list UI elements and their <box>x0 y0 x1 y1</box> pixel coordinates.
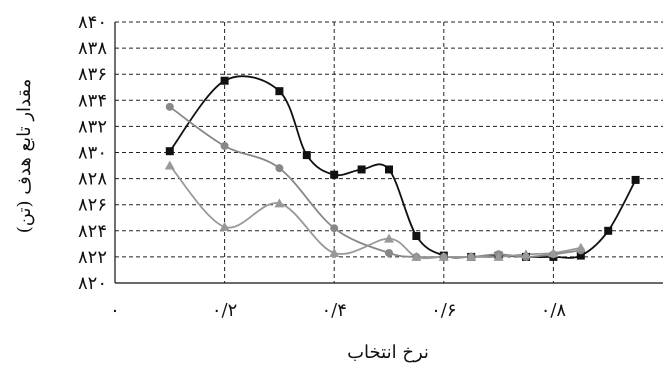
y-tick-label: ۸۲۸ <box>78 169 107 190</box>
data-point-square <box>275 87 284 96</box>
data-point-square <box>220 76 229 85</box>
data-point-square <box>576 251 585 260</box>
data-point-square <box>385 165 393 174</box>
x-axis-title: نرخ انتخاب <box>347 342 429 363</box>
data-point-circle <box>220 141 229 150</box>
y-axis-title: مقدار تابع هدف (تن) <box>14 79 35 234</box>
y-tick-label: ۸۳۰ <box>78 143 107 164</box>
data-point-triangle <box>548 247 559 257</box>
data-point-triangle <box>493 251 504 261</box>
data-point-triangle <box>411 251 422 261</box>
data-point-circle <box>330 224 339 233</box>
y-tick-label: ۸۲۴ <box>78 221 107 242</box>
data-point-triangle <box>438 251 449 261</box>
y-tick-label: ۸۳۸ <box>78 38 107 59</box>
data-point-triangle <box>575 242 586 252</box>
data-point-square <box>631 175 640 184</box>
data-point-square <box>165 147 174 156</box>
x-tick-label: ۰/۶ <box>431 300 456 321</box>
series-line-1 <box>169 75 637 259</box>
y-tick-label: ۸۳۶ <box>78 64 107 85</box>
data-point-square <box>330 170 339 179</box>
y-tick-label: ۸۳۴ <box>78 90 107 111</box>
data-point-circle <box>165 102 174 111</box>
data-point-circle <box>275 164 284 173</box>
x-tick-label: ۰/۴ <box>321 300 346 321</box>
y-tick-label: ۸۲۰ <box>78 273 107 294</box>
series-line-2 <box>169 106 581 259</box>
data-point-square <box>604 226 613 235</box>
x-tick-label: ۰/۸ <box>541 300 567 321</box>
x-tick-label: ۰/۲ <box>212 300 237 321</box>
data-point-triangle <box>274 198 285 208</box>
data-point-triangle <box>384 233 394 243</box>
x-tick-label: ۰ <box>110 300 120 321</box>
data-point-square <box>302 151 311 160</box>
data-point-square <box>412 232 421 241</box>
y-tick-label: ۸۲۶ <box>78 195 107 216</box>
data-point-triangle <box>219 221 230 231</box>
data-point-triangle <box>521 249 531 259</box>
y-tick-label: ۸۲۲ <box>78 247 107 268</box>
data-point-triangle <box>329 247 340 257</box>
series-markers <box>164 76 640 261</box>
series-line-3 <box>169 164 581 260</box>
grid-lines <box>115 21 663 283</box>
axes <box>114 22 663 284</box>
tick-labels: ۸۲۰ ۸۲۲ ۸۲۴ ۸۲۶ ۸۲۸ ۸۳۰ ۸۳۲ ۸۳۴ ۸۳۶ ۸۳۸ ۸۴۰ ۰ ۰/۲ ۰/۴… <box>78 12 566 321</box>
data-point-triangle <box>466 251 477 261</box>
y-tick-label: ۸۳۲ <box>78 116 107 137</box>
data-point-triangle <box>164 160 175 170</box>
y-tick-label: ۸۴۰ <box>78 12 107 33</box>
data-point-square <box>357 165 366 174</box>
data-point-circle <box>385 248 393 257</box>
